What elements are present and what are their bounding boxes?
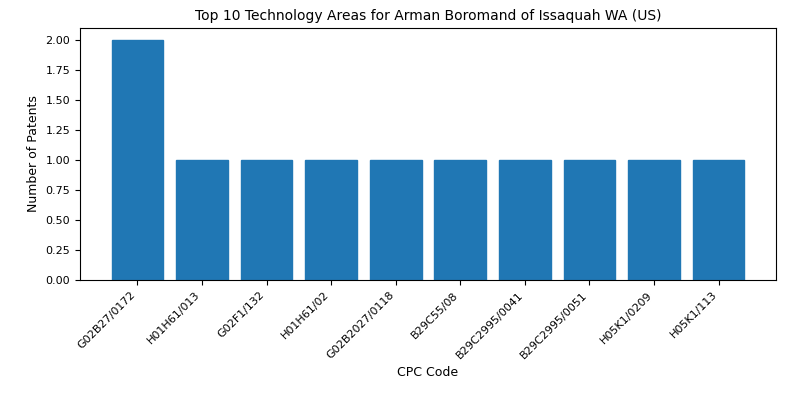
X-axis label: CPC Code: CPC Code [398, 366, 458, 380]
Bar [112, 40, 163, 280]
Bar [563, 160, 615, 280]
Bar [693, 160, 744, 280]
Title: Top 10 Technology Areas for Arman Boromand of Issaquah WA (US): Top 10 Technology Areas for Arman Boroma… [194, 9, 662, 23]
Bar [628, 160, 680, 280]
Bar [306, 160, 357, 280]
Y-axis label: Number of Patents: Number of Patents [27, 96, 40, 212]
Bar [499, 160, 550, 280]
Bar [176, 160, 228, 280]
Bar [241, 160, 293, 280]
Bar [434, 160, 486, 280]
Bar [370, 160, 422, 280]
